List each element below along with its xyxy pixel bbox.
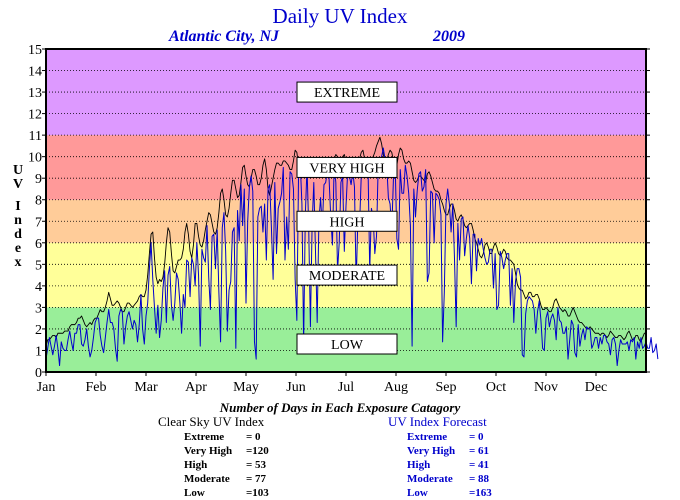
x-tick-label: Jan [37,380,56,395]
band-label-box [296,81,398,103]
x-tick-label: Aug [384,380,408,395]
stat-label: High [184,459,208,471]
exposure-summary-title: Number of Days in Each Exposure Catagory [219,400,461,415]
clear-sky-stats: Clear Sky UV Index Extreme = 0 Very High =… [158,414,269,500]
x-tick-label: Jun [286,380,305,395]
x-tick-label: Apr [185,380,207,395]
clear-sky-stat-row: High = 53 [184,458,269,472]
y-tick-label: 7 [35,215,42,230]
stat-label: Very High [407,445,456,457]
clear-sky-stats-title: Clear Sky UV Index [158,414,265,429]
chart-location: Atlantic City, NJ [168,28,280,45]
y-tick-label: 1 [35,344,42,359]
stat-value: =163 [469,487,492,499]
forecast-stat-row: Low =163 [407,486,492,500]
band-labels: LOW MODERATE HIGH VERY HIGH EXTREME [296,81,398,355]
stat-label: Moderate [184,473,230,485]
stat-value: = 0 [246,431,261,443]
forecast-stat-row: Extreme = 0 [407,430,492,444]
clear-sky-stat-row: Very High =120 [184,444,269,458]
x-tick-label: May [233,380,259,395]
band-label-box [296,210,398,232]
x-tick-label: Nov [534,380,558,395]
y-tick-label: 13 [28,86,42,101]
stat-label: High [407,459,431,471]
stat-value: = 0 [469,431,484,443]
x-tick-label: Sep [436,380,457,395]
band-label-group: LOW [296,333,398,355]
y-tick-label: 15 [28,43,42,58]
band-label-box [296,264,398,286]
stat-value: =103 [246,487,269,499]
clear-sky-stat-row: Extreme = 0 [184,430,269,444]
forecast-stats: UV Index Forecast Extreme = 0 Very High = … [388,414,492,500]
forecast-stats-title: UV Index Forecast [388,414,487,429]
forecast-stat-row: Very High = 61 [407,444,492,458]
band-label: HIGH [330,215,365,230]
x-tick-label: Dec [585,380,608,395]
y-tick-label: 11 [29,129,42,144]
clear-sky-stat-row: Low =103 [184,486,269,500]
chart-title: Daily UV Index [273,4,408,28]
clear-sky-stat-row: Moderate = 77 [184,472,269,486]
stat-label: Low [407,487,428,499]
band-label: VERY HIGH [309,161,384,176]
stat-label: Very High [184,445,233,457]
stat-value: = 61 [469,445,490,457]
y-tick-label: 5 [35,258,42,273]
band-label-box [296,333,398,355]
forecast-stat-row: High = 41 [407,458,492,472]
y-tick-label: 10 [28,151,42,166]
y-tick-label: 6 [35,237,42,252]
band-label-group: MODERATE [296,264,398,286]
band-label-group: VERY HIGH [296,156,398,178]
band-label-box [296,156,398,178]
x-tick-label: Feb [86,380,107,395]
chart-year: 2009 [432,28,465,45]
y-tick-label: 3 [35,301,42,316]
stat-value: =120 [246,445,269,457]
band-label: MODERATE [309,269,385,284]
x-tick-label: Jul [338,380,354,395]
y-tick-label: 0 [35,366,42,381]
stat-value: = 77 [246,473,267,485]
stat-value: = 53 [246,459,267,471]
series-line-forecast [45,147,659,367]
stat-label: Low [184,487,205,499]
stat-value: = 41 [469,459,490,471]
y-tick-label: 14 [28,65,42,80]
band-label: EXTREME [314,86,380,101]
forecast-stat-row: Moderate = 88 [407,472,492,486]
band-label-group: HIGH [296,210,398,232]
stat-value: = 88 [469,473,490,485]
y-tick-label: 2 [35,323,42,338]
x-tick-label: Mar [134,380,158,395]
y-tick-label: 4 [35,280,42,295]
y-tick-label: 9 [35,172,42,187]
band-label: LOW [331,338,364,353]
y-tick-label: 12 [28,108,42,123]
band-label-group: EXTREME [296,81,398,103]
stat-label: Moderate [407,473,453,485]
x-axis-ticks: Jan Feb Mar Apr May Jun Jul Aug Sep Oct Nov Dec [37,372,608,395]
x-tick-label: Oct [486,380,506,395]
y-tick-label: 8 [35,194,42,209]
stat-label: Extreme [407,431,448,443]
stat-label: Extreme [184,431,225,443]
